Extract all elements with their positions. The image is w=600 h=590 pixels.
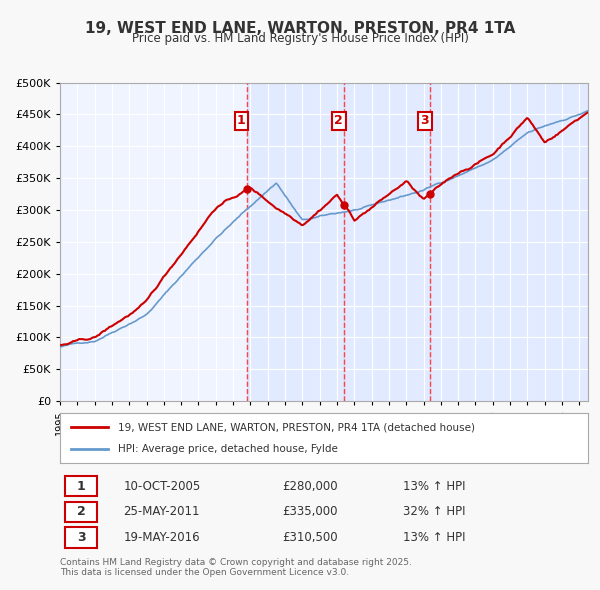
Text: 13% ↑ HPI: 13% ↑ HPI (403, 480, 466, 493)
Text: 2: 2 (334, 114, 343, 127)
Text: 32% ↑ HPI: 32% ↑ HPI (403, 505, 466, 519)
Text: 19-MAY-2016: 19-MAY-2016 (124, 531, 200, 544)
Bar (430, 83, 588, 401)
Text: 1: 1 (237, 114, 246, 127)
Bar (344, 83, 430, 401)
FancyBboxPatch shape (65, 476, 97, 496)
Text: Price paid vs. HM Land Registry's House Price Index (HPI): Price paid vs. HM Land Registry's House … (131, 32, 469, 45)
Text: 3: 3 (77, 531, 85, 544)
Text: £335,000: £335,000 (282, 505, 337, 519)
Text: HPI: Average price, detached house, Fylde: HPI: Average price, detached house, Fyld… (118, 444, 338, 454)
Text: 19, WEST END LANE, WARTON, PRESTON, PR4 1TA: 19, WEST END LANE, WARTON, PRESTON, PR4 … (85, 21, 515, 35)
Text: Contains HM Land Registry data © Crown copyright and database right 2025.
This d: Contains HM Land Registry data © Crown c… (60, 558, 412, 577)
Bar (247, 83, 344, 401)
Text: 19, WEST END LANE, WARTON, PRESTON, PR4 1TA (detached house): 19, WEST END LANE, WARTON, PRESTON, PR4 … (118, 422, 475, 432)
FancyBboxPatch shape (65, 527, 97, 548)
Text: 2: 2 (77, 505, 85, 519)
Text: £310,500: £310,500 (282, 531, 337, 544)
Text: 25-MAY-2011: 25-MAY-2011 (124, 505, 200, 519)
Text: £280,000: £280,000 (282, 480, 337, 493)
Text: 3: 3 (421, 114, 429, 127)
Text: 10-OCT-2005: 10-OCT-2005 (124, 480, 200, 493)
FancyBboxPatch shape (65, 502, 97, 522)
Text: 1: 1 (77, 480, 85, 493)
Text: 13% ↑ HPI: 13% ↑ HPI (403, 531, 466, 544)
